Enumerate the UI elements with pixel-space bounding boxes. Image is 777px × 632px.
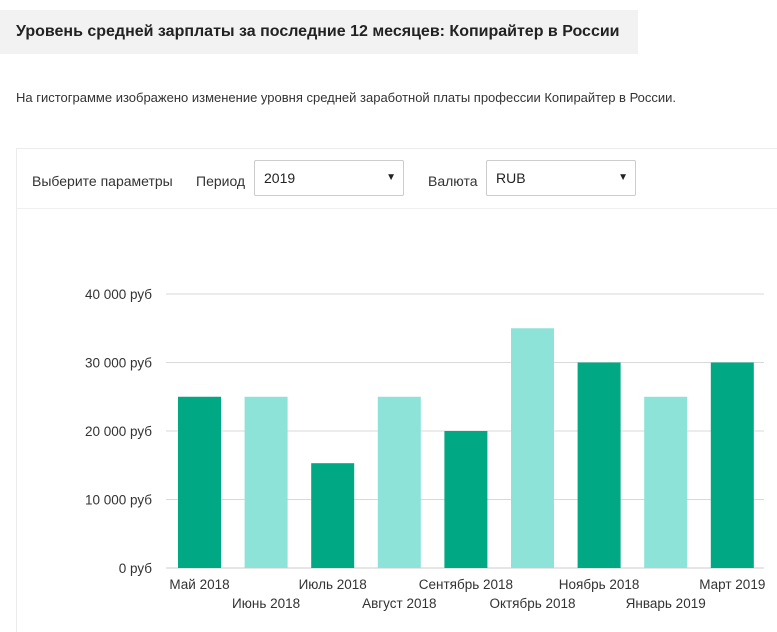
x-tick-label: Август 2018 xyxy=(362,596,436,611)
bar-6[interactable] xyxy=(511,328,554,568)
bars xyxy=(178,328,754,568)
filter-label: Выберите параметры xyxy=(32,173,173,189)
period-select-value: 2019 xyxy=(264,170,296,186)
page-title: Уровень средней зарплаты за последние 12… xyxy=(16,23,620,40)
bar-2[interactable] xyxy=(244,396,288,568)
period-select[interactable]: 2019 ▼ xyxy=(254,160,404,196)
filter-bar: Выберите параметры Период 2019 ▼ Валюта … xyxy=(17,149,777,209)
bar-7[interactable] xyxy=(577,362,621,569)
period-label: Период xyxy=(196,173,246,189)
x-tick-label: Июль 2018 xyxy=(299,577,367,592)
y-tick-label: 30 000 руб xyxy=(85,356,152,371)
x-tick-label: Июнь 2018 xyxy=(232,596,300,611)
x-tick-label: Сентябрь 2018 xyxy=(419,577,513,592)
y-tick-label: 20 000 руб xyxy=(85,424,152,439)
x-tick-label: Ноябрь 2018 xyxy=(559,577,640,592)
bar-4[interactable] xyxy=(377,396,421,568)
currency-select[interactable]: RUB ▼ xyxy=(486,160,636,196)
currency-select-value: RUB xyxy=(496,170,526,186)
currency-chevron-down-icon: ▼ xyxy=(618,172,628,183)
x-tick-label: Май 2018 xyxy=(169,577,229,592)
chart-description: На гистограмме изображено изменение уров… xyxy=(16,90,677,105)
y-tick-label: 0 руб xyxy=(119,561,153,576)
bar-5[interactable] xyxy=(444,431,488,568)
y-axis-tick-labels: 0 руб 10 000 руб 20 000 руб 30 000 руб 40 00… xyxy=(85,287,152,576)
bar-8[interactable] xyxy=(644,396,688,568)
y-tick-label: 40 000 руб xyxy=(85,287,152,302)
x-tick-label: Октябрь 2018 xyxy=(489,596,575,611)
x-tick-label: Март 2019 xyxy=(699,577,765,592)
bar-3[interactable] xyxy=(311,463,355,568)
y-tick-label: 10 000 руб xyxy=(85,493,152,508)
x-tick-label: Январь 2019 xyxy=(626,596,706,611)
page-header: Уровень средней зарплаты за последние 12… xyxy=(0,10,638,54)
bar-9[interactable] xyxy=(710,362,754,569)
bar-1[interactable] xyxy=(178,396,221,568)
period-chevron-down-icon: ▼ xyxy=(386,172,396,183)
currency-label: Валюта xyxy=(428,173,478,189)
